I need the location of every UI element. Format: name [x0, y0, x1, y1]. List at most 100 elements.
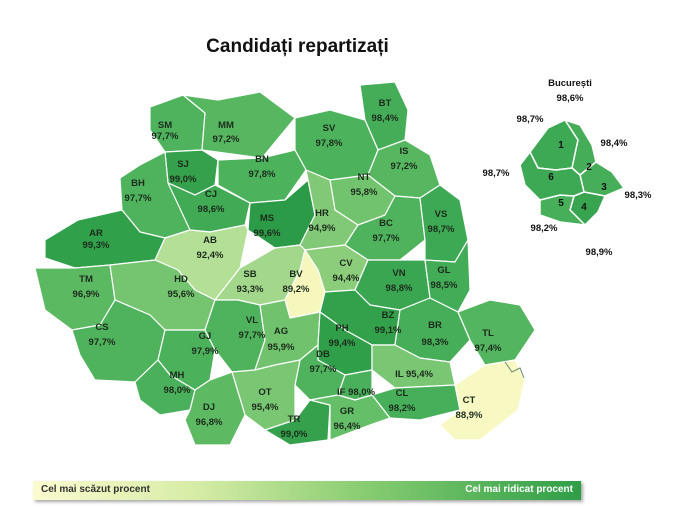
- county-code-gl: GL: [437, 265, 450, 276]
- county-value-cj: 98,6%: [198, 204, 225, 215]
- county-value-sv: 97,8%: [316, 138, 343, 149]
- county-value-mm: 97,2%: [213, 134, 240, 145]
- county-code-ct: CT: [463, 395, 476, 406]
- county-code-cl: CL: [396, 388, 409, 399]
- county-value-sj: 99,0%: [170, 174, 197, 185]
- map-title: Candidați repartizați: [206, 36, 389, 57]
- county-value-gl: 98,5%: [431, 280, 458, 291]
- county-code-ab: AB: [203, 235, 217, 246]
- county-code-dj: DJ: [203, 402, 215, 413]
- county-value-db: 97,7%: [310, 364, 337, 375]
- county-code-vl: VL: [246, 315, 258, 326]
- county-value-vn: 98,8%: [386, 283, 413, 294]
- county-code-bh: BH: [131, 178, 145, 189]
- county-value-hr: 94,9%: [309, 223, 336, 234]
- sector-2-value: 98,4%: [601, 138, 628, 149]
- county-code-ph: PH: [335, 323, 348, 334]
- county-code-bv: BV: [289, 269, 303, 280]
- bucharest-title: București: [548, 78, 592, 89]
- county-ct: [439, 359, 526, 441]
- county-code-bc: BC: [379, 218, 393, 229]
- sector-6-number: 6: [548, 172, 554, 183]
- county-code-vs: VS: [435, 209, 448, 220]
- county-value-ot: 95,4%: [252, 402, 279, 413]
- county-value-tr: 99,0%: [281, 429, 308, 440]
- county-value-nt: 95,8%: [351, 187, 378, 198]
- county-label-if: IF 98,0%: [337, 387, 376, 398]
- sector-3-value: 98,3%: [625, 190, 652, 201]
- bucharest-inset: București 98,6% 1 98,7% 2 98,4% 3 98,3% 4 98,9% 5 9…: [483, 78, 652, 258]
- county-value-ab: 92,4%: [197, 250, 224, 261]
- county-code-ms: MS: [260, 213, 274, 224]
- county-shape-ot: [231, 359, 301, 431]
- county-code-tm: TM: [79, 274, 93, 285]
- county-value-dj: 96,8%: [196, 417, 223, 428]
- county-value: 95,4%: [406, 369, 433, 380]
- county-value-gr: 96,4%: [334, 421, 361, 432]
- county-value-cs: 97,7%: [89, 337, 116, 348]
- sector-1-number: 1: [558, 140, 564, 151]
- county-value-cl: 98,2%: [389, 403, 416, 414]
- sector-3-number: 3: [601, 182, 607, 193]
- county-value-vs: 98,7%: [428, 224, 455, 235]
- county-code-cs: CS: [95, 322, 108, 333]
- sector-2-number: 2: [586, 162, 592, 173]
- county-shape-mm: [182, 91, 296, 159]
- sector-6-value: 98,7%: [483, 168, 510, 179]
- county-value-bn: 97,8%: [249, 169, 276, 180]
- county-value-bz: 99,1%: [375, 325, 402, 336]
- county-shape-ct: [439, 359, 526, 441]
- sector-4-number: 4: [581, 202, 587, 213]
- county-tl: [457, 299, 536, 366]
- sector-6-shape: [519, 151, 585, 201]
- county-value-sb: 93,3%: [237, 284, 264, 295]
- county-value-sm: 97,7%: [152, 131, 179, 142]
- county-value-tl: 97,4%: [475, 343, 502, 354]
- county-value-bv: 89,2%: [283, 284, 310, 295]
- county-code-cj: CJ: [205, 189, 217, 200]
- county-value-bt: 98,4%: [372, 113, 399, 124]
- county-ot: [231, 359, 301, 431]
- county-gr: [309, 394, 391, 441]
- county-value-ar: 99,3%: [83, 240, 110, 251]
- legend-low-label: Cel mai scăzut procent: [41, 484, 150, 495]
- county-il: [371, 344, 456, 389]
- county-code-gj: GJ: [199, 331, 212, 342]
- county-code-sv: SV: [323, 123, 336, 134]
- sector-5-value: 98,2%: [531, 223, 558, 234]
- county-code: IF: [337, 387, 348, 398]
- county-value-bh: 97,7%: [125, 193, 152, 204]
- county-code: IL: [395, 369, 406, 380]
- county-shape-tl: [457, 299, 536, 366]
- county-code-hr: HR: [315, 208, 329, 219]
- county-shape-gr: [309, 394, 391, 441]
- county-code-sb: SB: [243, 269, 256, 280]
- county-value-mh: 98,0%: [164, 385, 191, 396]
- county-value-ms: 99,6%: [254, 228, 281, 239]
- county-code-ag: AG: [274, 326, 288, 337]
- county-shape-bn: [217, 149, 307, 204]
- county-value-ag: 95,9%: [268, 342, 295, 353]
- county-value-bc: 97,7%: [373, 233, 400, 244]
- county-code-hd: HD: [174, 274, 188, 285]
- county-value: 98,0%: [348, 387, 375, 398]
- county-code-tl: TL: [482, 328, 494, 339]
- county-code-sj: SJ: [177, 159, 189, 170]
- county-code-bn: BN: [255, 154, 269, 165]
- county-code-bz: BZ: [382, 310, 395, 321]
- county-shape-il: [371, 344, 456, 389]
- county-value-ph: 99,4%: [329, 338, 356, 349]
- county-code-bt: BT: [379, 98, 392, 109]
- county-code-mh: MH: [170, 370, 185, 381]
- county-code-vn: VN: [392, 268, 405, 279]
- danube-delta-line: [504, 361, 525, 379]
- county-label-il: IL 95,4%: [395, 369, 433, 380]
- county-code-sm: SM: [158, 120, 172, 131]
- county-value-br: 98,3%: [422, 337, 449, 348]
- counties-layer: SM97,7%MM97,2%BT98,4%SV97,8%SJ99,0%BN97,…: [34, 81, 536, 446]
- county-value-ct: 88,9%: [456, 410, 483, 421]
- county-bn: [217, 149, 307, 204]
- county-code-cv: CV: [339, 258, 353, 269]
- county-mm: [182, 91, 296, 159]
